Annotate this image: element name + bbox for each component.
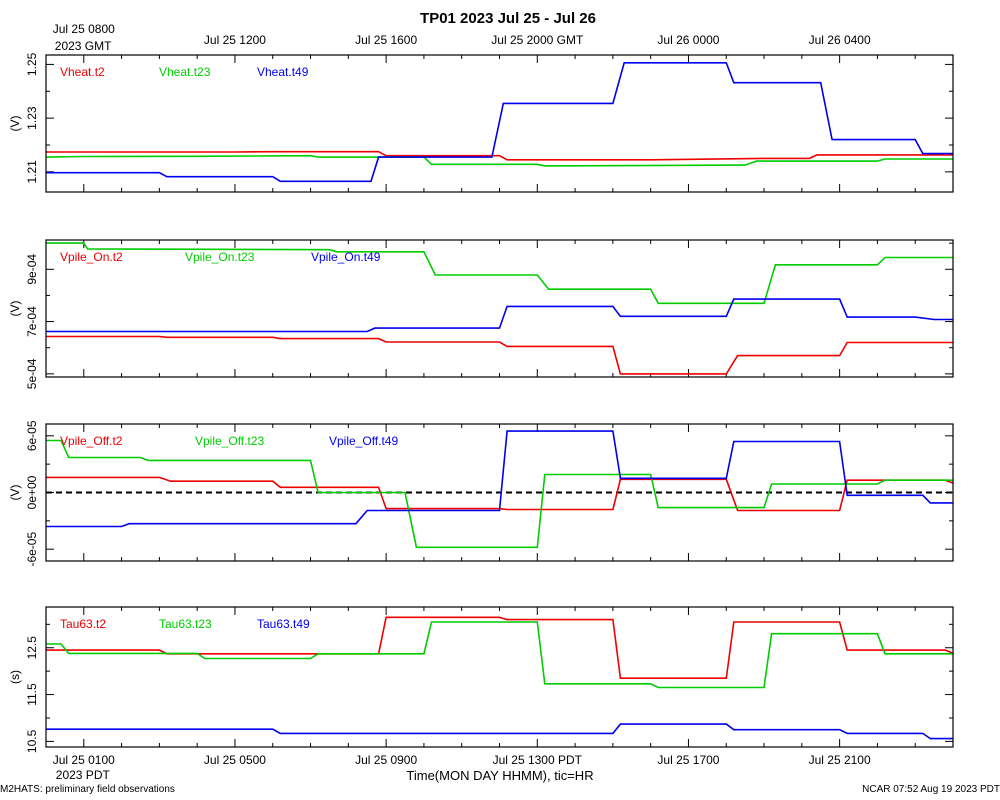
- panel-frame: [45, 606, 954, 748]
- y-tick-label: 12.5: [25, 636, 39, 660]
- legend-vpile-on-t2: Vpile_On.t2: [60, 250, 123, 264]
- top-time-tick-label: Jul 26 0400: [809, 33, 871, 47]
- y-tick-label: 1.23: [25, 106, 39, 130]
- top-time-tick-label: Jul 25 0800: [53, 22, 115, 36]
- series-line-vpile-off-t2: [46, 476, 953, 512]
- y-tick-label: 7e-04: [25, 306, 39, 337]
- y-tick-label: 6e-05: [25, 420, 39, 451]
- legend-vheat-t2: Vheat.t2: [60, 65, 105, 79]
- panel-frame: [45, 54, 954, 193]
- legend-vheat-t49: Vheat.t49: [257, 65, 309, 79]
- series-line-vpile-on-t2: [46, 335, 953, 375]
- series-line-vpile-off-t49: [46, 430, 953, 528]
- legend-vpile-on-t23: Vpile_On.t23: [185, 250, 255, 264]
- bottom-time-tick-label: Jul 25 1300 PDT: [493, 753, 583, 767]
- legend-vpile-off-t49: Vpile_Off.t49: [329, 434, 398, 448]
- top-time-sub-label: 2023 GMT: [55, 39, 112, 53]
- bottom-time-tick-label: Jul 25 2100: [809, 753, 871, 767]
- top-time-tick-label: Jul 25 2000 GMT: [491, 33, 584, 47]
- y-tick-label: 1.21: [25, 160, 39, 184]
- series-line-tau63-t2: [46, 616, 953, 679]
- legend-vpile-off-t2: Vpile_Off.t2: [60, 434, 123, 448]
- panel-vheat: 1.21 1.23 1.25 (V) Vheat.t2 Vheat.t23 Vheat.t4…: [8, 52, 954, 193]
- bottom-time-tick-label: Jul 25 0100: [53, 753, 115, 767]
- series-line-vheat-t49: [46, 62, 953, 183]
- bottom-time-tick-label: Jul 25 0500: [204, 753, 266, 767]
- legend-tau63-t49: Tau63.t49: [257, 617, 310, 631]
- series-line-tau63-t49: [46, 723, 953, 740]
- chart-title: TP01 2023 Jul 25 - Jul 26: [420, 10, 596, 27]
- series-line-vpile-on-t49: [46, 298, 953, 333]
- series-line-vpile-off-t23: [46, 439, 953, 549]
- series-line-vheat-t23: [46, 154, 953, 167]
- y-tick-label: 5e-04: [25, 358, 39, 389]
- panel-frame: [45, 239, 954, 378]
- panel-frame: [45, 423, 954, 562]
- y-tick-label: 0e+00: [25, 475, 39, 509]
- bottom-time-tick-label: Jul 25 1700: [657, 753, 719, 767]
- y-axis-label: (V): [8, 301, 22, 317]
- y-tick-label: 1.25: [25, 52, 39, 76]
- series-line-tau63-t23: [46, 621, 953, 689]
- y-axis-label: (s): [8, 670, 22, 684]
- footer-right-timestamp: NCAR 07:52 Aug 19 2023 PDT: [862, 784, 1000, 795]
- legend-vheat-t23: Vheat.t23: [159, 65, 211, 79]
- y-axis-label: (V): [8, 116, 22, 132]
- top-time-tick-label: Jul 25 1200: [204, 33, 266, 47]
- top-time-tick-label: Jul 26 0000: [657, 33, 719, 47]
- panels-group: 1.21 1.23 1.25 (V) Vheat.t2 Vheat.t23 Vheat.t4…: [8, 52, 954, 753]
- footer-left-note: M2HATS: preliminary field observations: [0, 784, 175, 795]
- series-line-vpile-on-t23: [46, 242, 953, 305]
- panel-vpile-off: -6e-05 0e+00 6e-05 (V) Vpile_Off.t2 Vpile_Off…: [8, 420, 954, 567]
- panel-tau63: 10.5 11.5 12.5(s) Tau63.t2 Tau63.t23 Tau63.t4…: [8, 606, 954, 753]
- bottom-time-tick-label: Jul 25 0900: [355, 753, 417, 767]
- y-axis-label: (V): [8, 485, 22, 501]
- x-axis-label: Time(MON DAY HHMM), tic=HR: [406, 768, 593, 783]
- y-tick-label: 9e-04: [25, 254, 39, 285]
- legend-tau63-t2: Tau63.t2: [60, 617, 106, 631]
- legend-tau63-t23: Tau63.t23: [159, 617, 212, 631]
- legend-vpile-off-t23: Vpile_Off.t23: [195, 434, 264, 448]
- y-tick-label: 11.5: [25, 683, 39, 706]
- bottom-time-sub-label: 2023 PDT: [56, 768, 111, 782]
- top-time-axis: Jul 25 0800 2023 GMT Jul 25 1200 Jul 25 160…: [53, 22, 871, 53]
- series-line-vheat-t2: [46, 150, 953, 161]
- legend-vpile-on-t49: Vpile_On.t49: [311, 250, 381, 264]
- y-tick-label: -6e-05: [25, 532, 39, 567]
- y-tick-label: 10.5: [25, 729, 39, 753]
- panel-vpile-on: 5e-04 7e-04 9e-04 (V) Vpile_On.t2 Vpile_On.t2…: [8, 239, 954, 389]
- top-time-tick-label: Jul 25 1600: [355, 33, 417, 47]
